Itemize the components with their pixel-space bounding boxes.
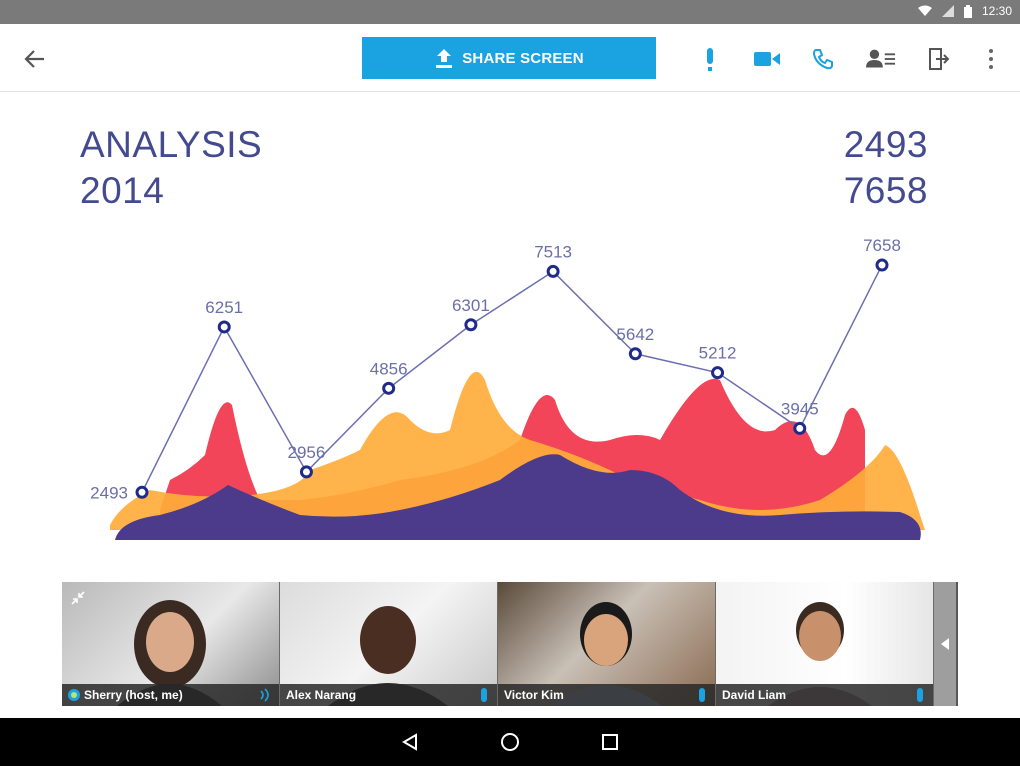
participant-list-icon: [866, 49, 896, 68]
mic-icon: [707, 48, 713, 71]
data-label: 2956: [288, 443, 326, 462]
arrow-back-icon: [24, 50, 44, 68]
phone-icon: [812, 49, 833, 70]
upload-icon: [436, 49, 453, 68]
collapse-icon[interactable]: [70, 590, 86, 606]
exit-icon: [929, 48, 949, 70]
participant-name-bar: Victor Kim: [498, 684, 715, 706]
battery-icon: [963, 4, 972, 18]
status-icons: 12:30: [917, 4, 1012, 18]
signal-icon: [941, 5, 954, 17]
share-screen-label: SHARE SCREEN: [462, 49, 584, 67]
data-point: [382, 381, 396, 395]
nav-back-icon: [402, 733, 417, 751]
area-orange: [110, 371, 925, 530]
participant-tile[interactable]: Alex Narang: [280, 582, 498, 706]
share-screen-button[interactable]: SHARE SCREEN: [362, 37, 656, 79]
participants-button[interactable]: [866, 44, 896, 74]
participant-name-bar: David Liam: [716, 684, 933, 706]
data-label: 2493: [90, 483, 128, 502]
app-bar: SHARE SCREEN: [0, 24, 1020, 92]
system-nav-bar: [0, 718, 1020, 766]
chevron-left-icon: [941, 638, 949, 650]
participant-tile[interactable]: David Liam: [716, 582, 934, 706]
data-label: 6301: [452, 296, 490, 315]
data-label: 7658: [863, 236, 901, 255]
data-label: 7513: [534, 242, 572, 261]
data-point: [464, 318, 478, 332]
nav-home-icon: [501, 733, 519, 751]
more-vert-icon: [989, 49, 993, 69]
video-camera-icon: [754, 52, 780, 66]
participant-name: Sherry (host, me): [84, 688, 183, 702]
nav-back-button[interactable]: [398, 730, 422, 754]
data-label: 4856: [370, 359, 408, 378]
data-label: 6251: [205, 298, 243, 317]
participant-name: Victor Kim: [504, 688, 564, 702]
nav-recents-button[interactable]: [598, 730, 622, 754]
leave-button[interactable]: [923, 44, 953, 74]
analysis-chart: 2493 6251 2956 4856 6301 7513 5642 5212 3945 7658: [90, 236, 925, 540]
collapse-strip-button[interactable]: [934, 582, 956, 706]
analysis-title: ANALYSIS: [80, 124, 263, 165]
data-label: 3945: [781, 399, 819, 418]
back-button[interactable]: [22, 46, 48, 72]
data-point: [217, 320, 231, 334]
more-options-button[interactable]: [976, 44, 1006, 74]
nav-home-button[interactable]: [498, 730, 522, 754]
participants-strip: Sherry (host, me) Alex Narang Victor Kim…: [62, 582, 958, 706]
status-bar: 12:30: [0, 0, 1020, 24]
data-point: [711, 366, 725, 380]
data-point: [875, 258, 889, 272]
analysis-value-end: 7658: [843, 170, 928, 211]
video-button[interactable]: [752, 44, 782, 74]
data-point: [135, 485, 149, 499]
host-badge-icon: [68, 689, 80, 701]
mic-icon: [699, 688, 705, 702]
analysis-value-start: 2493: [843, 124, 928, 165]
wifi-icon: [917, 5, 932, 16]
status-time: 12:30: [981, 4, 1012, 18]
speaking-icon: [260, 688, 269, 702]
area-purple: [115, 454, 921, 540]
data-point: [546, 264, 560, 278]
data-label: 5642: [616, 325, 654, 344]
participant-tile[interactable]: Victor Kim: [498, 582, 716, 706]
data-label: 5212: [699, 344, 737, 363]
participant-name-bar: Sherry (host, me): [62, 684, 279, 706]
participant-tile[interactable]: Sherry (host, me): [62, 582, 280, 706]
mic-icon: [917, 688, 923, 702]
call-button[interactable]: [808, 44, 838, 74]
participant-name: Alex Narang: [286, 688, 357, 702]
analysis-year: 2014: [80, 170, 165, 211]
mic-icon: [481, 688, 487, 702]
data-point: [793, 421, 807, 435]
nav-recents-icon: [602, 734, 618, 750]
mic-button[interactable]: [695, 44, 725, 74]
series-line: [141, 264, 883, 493]
data-point: [628, 347, 642, 361]
participant-name: David Liam: [722, 688, 787, 702]
data-point: [299, 465, 313, 479]
participant-name-bar: Alex Narang: [280, 684, 497, 706]
